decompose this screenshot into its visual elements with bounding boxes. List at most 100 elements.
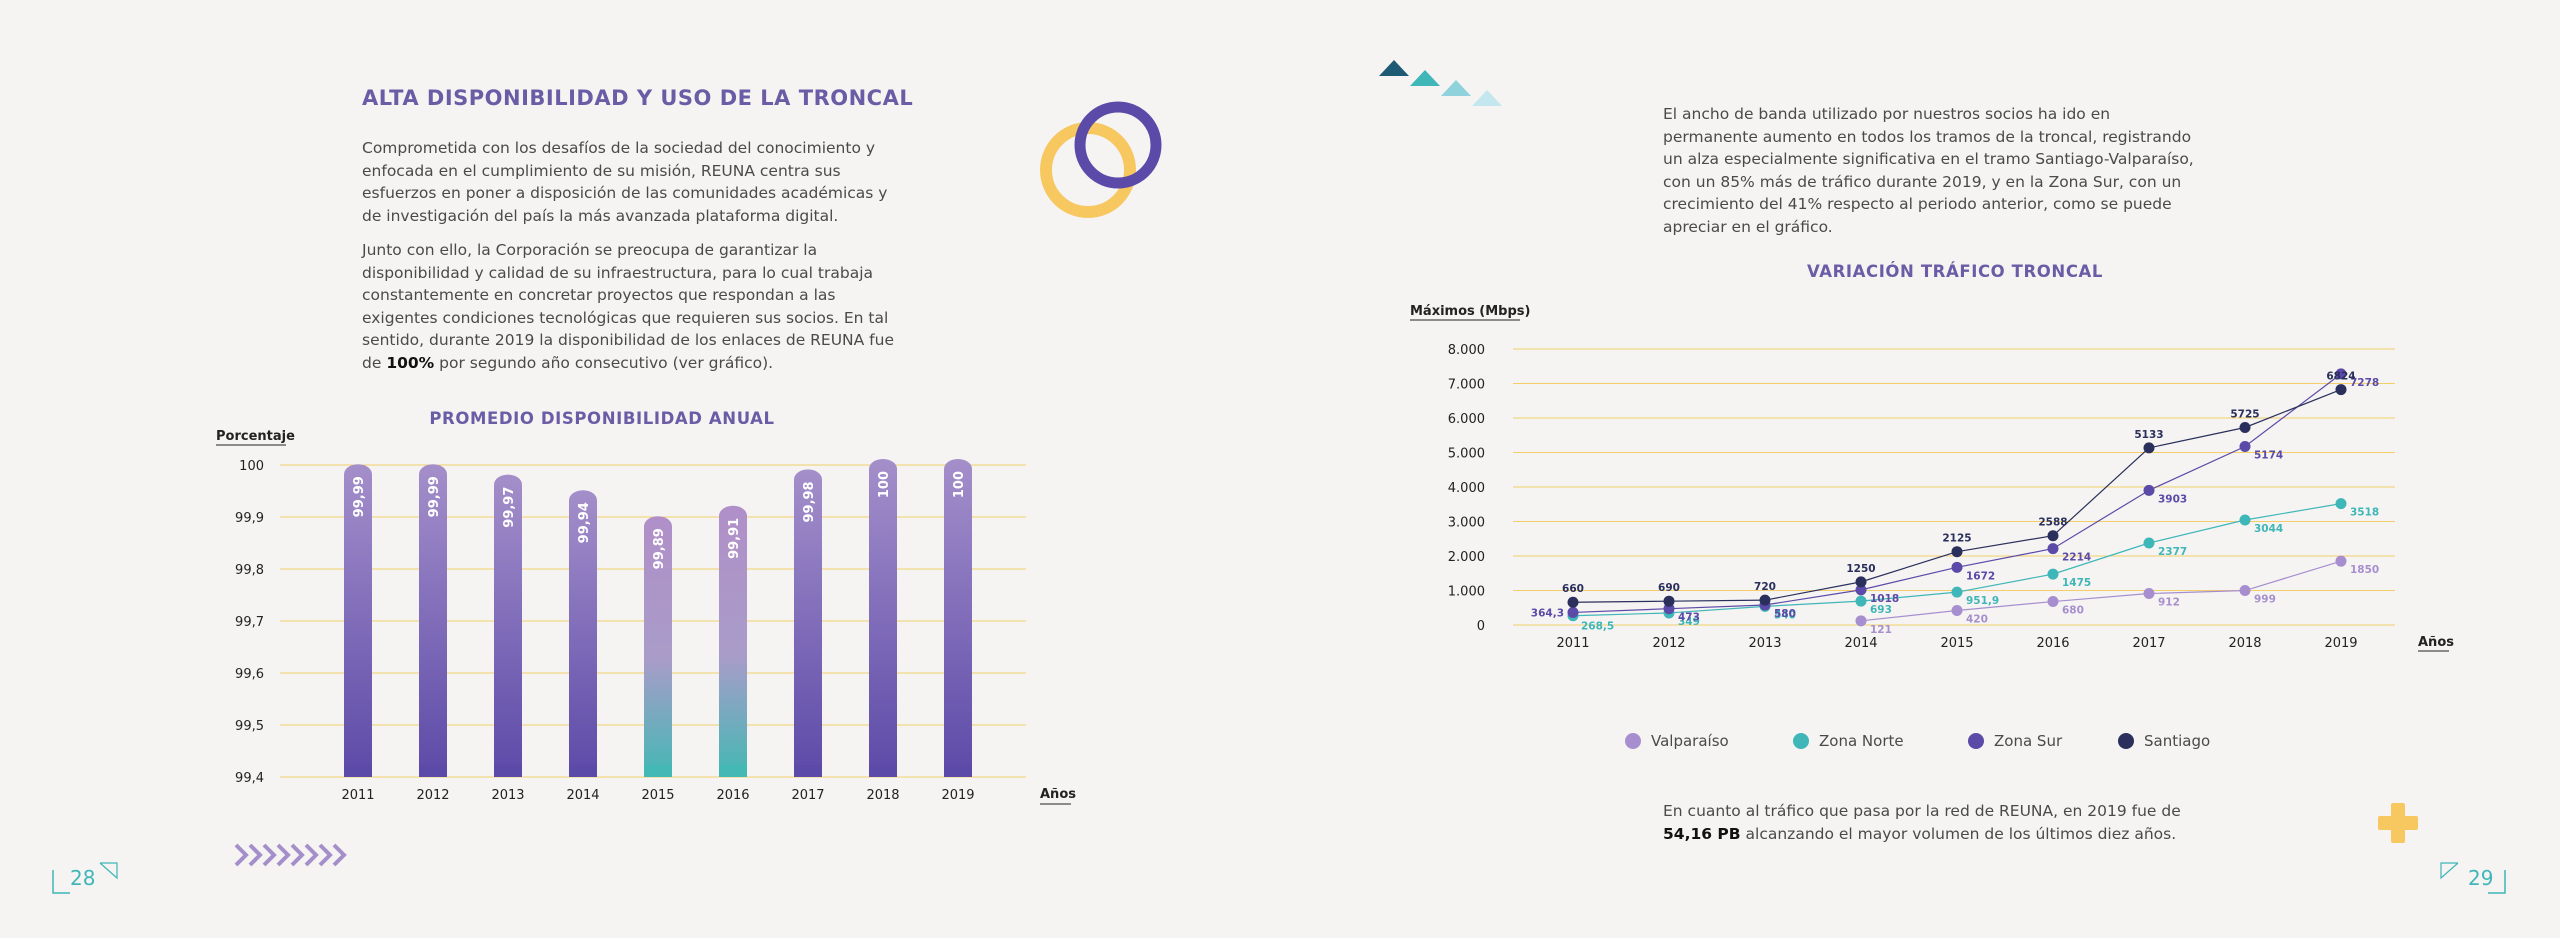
line-xtick-label: 2015: [1940, 636, 1973, 651]
left-page-number: 28: [70, 866, 96, 890]
series-line-1: [1572, 503, 2342, 617]
right-footer-text: En cuanto al tráfico que pasa por la red…: [1663, 800, 2223, 845]
chevron-icon: [262, 843, 277, 867]
series-value-label: 951,9: [1966, 595, 1999, 607]
bar-2011: [344, 464, 372, 777]
legend-label-valparaiso: Valparaíso: [1651, 732, 1729, 750]
legend-label-zona-norte: Zona Norte: [1819, 732, 1904, 750]
legend-dot-valparaiso: [1625, 733, 1641, 749]
series-point: [1855, 584, 1867, 596]
bar-2012: [419, 464, 447, 777]
series-value-label: 2377: [2158, 546, 2187, 558]
legend-dot-zona-norte: [1793, 733, 1809, 749]
bar-base-2015: [644, 765, 672, 777]
series-value-label: 690: [1658, 582, 1680, 594]
series-value-label: 1475: [2062, 577, 2091, 589]
series-value-label: 6824: [2326, 371, 2355, 383]
series-value-label: 420: [1966, 614, 1988, 626]
chevrons-decoration: [234, 843, 347, 867]
series-point: [2143, 537, 2155, 549]
series-value-label: 364,3: [1531, 607, 1564, 619]
series-point: [2239, 514, 2251, 526]
bar-value-label: 100: [952, 471, 967, 498]
chevron-icon: [276, 843, 291, 867]
series-value-label: 2214: [2062, 552, 2091, 564]
line-ytick-label: 1.000: [1448, 585, 1485, 600]
series-value-label: 680: [2062, 605, 2084, 617]
bar-value-label: 99,97: [502, 487, 517, 528]
series-value-label: 1672: [1966, 570, 1995, 582]
series-line-2: [1572, 373, 2342, 614]
bar-ytick-label: 99,9: [235, 511, 264, 526]
bar-value-label: 99,98: [802, 481, 817, 522]
bar-value-label: 99,99: [352, 476, 367, 517]
series-point: [1855, 615, 1867, 627]
bar-base-2014: [569, 765, 597, 777]
series-point: [1663, 595, 1675, 607]
left-paragraph-1: Comprometida con los desafíos de la soci…: [362, 139, 888, 225]
left-paragraph-2-end: por segundo año consecutivo (ver gráfico…: [434, 353, 774, 372]
footer-text-end: alcanzando el mayor volumen de los últim…: [1740, 824, 2177, 843]
series-point: [2335, 384, 2347, 396]
rings-decoration: [1040, 101, 1162, 218]
series-value-label: 7278: [2350, 377, 2379, 389]
series-point: [2047, 530, 2059, 542]
bar-chart-xlabel: Años: [1040, 787, 1076, 802]
series-point: [2335, 368, 2347, 380]
left-corner-decoration: [52, 862, 118, 894]
chevron-icon: [290, 843, 305, 867]
series-value-label: 912: [2158, 597, 2180, 609]
line-ytick-label: 4.000: [1448, 481, 1485, 496]
series-point: [1951, 561, 1963, 573]
bar-xtick-label: 2011: [341, 788, 374, 803]
series-point: [2335, 498, 2347, 510]
series-point: [2143, 484, 2155, 496]
bar-xtick-label: 2015: [641, 788, 674, 803]
right-corner-decoration: [2440, 862, 2506, 894]
series-value-label: 5133: [2134, 429, 2163, 441]
series-point: [2239, 440, 2251, 452]
series-value-label: 1018: [1870, 593, 1899, 605]
series-value-label: 660: [1562, 583, 1584, 595]
bar-base-2012: [419, 765, 447, 777]
bar-value-label: 99,91: [727, 518, 742, 559]
series-value-label: 999: [2254, 594, 2276, 606]
series-value-label: 5725: [2230, 408, 2259, 420]
series-value-label: 540: [1774, 609, 1796, 621]
bar-chart-title: PROMEDIO DISPONIBILIDAD ANUAL: [429, 409, 774, 428]
line-ytick-label: 8.000: [1448, 343, 1485, 358]
line-xtick-label: 2012: [1652, 636, 1685, 651]
series-value-label: 2588: [2038, 517, 2067, 529]
legend-dot-zona-sur: [1968, 733, 1984, 749]
series-point: [1567, 596, 1579, 608]
bar-base-2017: [794, 765, 822, 777]
line-xtick-label: 2011: [1556, 636, 1589, 651]
line-ytick-label: 0: [1477, 619, 1485, 634]
series-point: [1567, 606, 1579, 618]
legend-item-zona-sur: Zona Sur: [1968, 732, 2118, 750]
series-value-label: 349: [1678, 616, 1700, 628]
legend-item-valparaiso: Valparaíso: [1625, 732, 1793, 750]
line-ytick-label: 5.000: [1448, 447, 1485, 462]
chevron-icon: [234, 843, 249, 867]
series-point: [1759, 594, 1771, 606]
series-point: [2143, 442, 2155, 454]
bar-2017: [794, 469, 822, 777]
series-value-label: 121: [1870, 624, 1892, 636]
series-value-label: 3518: [2350, 507, 2379, 519]
bar-value-label: 99,89: [652, 528, 667, 569]
series-point: [2047, 568, 2059, 580]
series-point: [2047, 596, 2059, 608]
series-point: [1951, 586, 1963, 598]
legend-item-zona-norte: Zona Norte: [1793, 732, 1968, 750]
series-point: [2047, 543, 2059, 555]
bar-2014: [569, 490, 597, 777]
series-point: [1951, 605, 1963, 617]
chevron-icon: [318, 843, 333, 867]
bar-ytick-label: 99,7: [235, 615, 264, 630]
series-value-label: 3044: [2254, 523, 2283, 535]
series-point: [1855, 576, 1867, 588]
series-point: [1855, 595, 1867, 607]
line-xtick-label: 2016: [2036, 636, 2069, 651]
series-point: [2335, 555, 2347, 567]
